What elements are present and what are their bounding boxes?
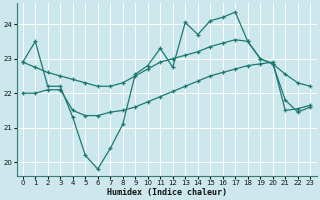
X-axis label: Humidex (Indice chaleur): Humidex (Indice chaleur) (107, 188, 227, 197)
